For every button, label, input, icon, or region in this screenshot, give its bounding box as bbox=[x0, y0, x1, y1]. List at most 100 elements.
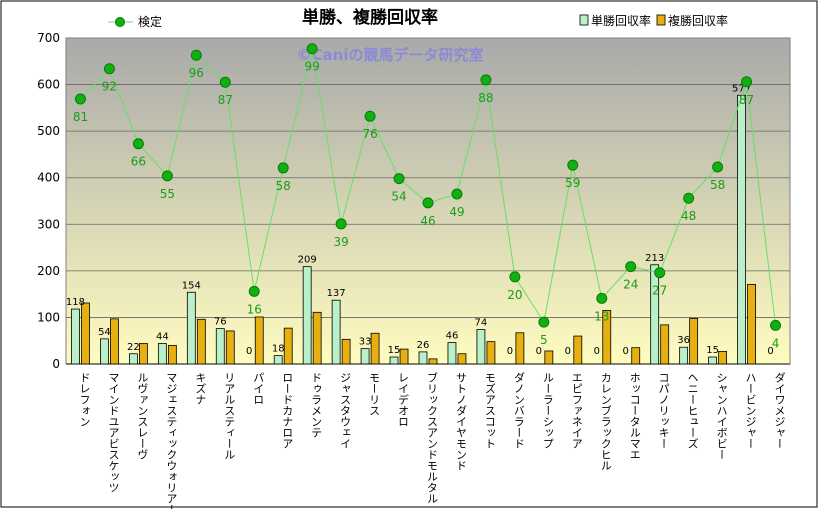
bar-win-label: 577 bbox=[732, 83, 751, 94]
line-point-label: 99 bbox=[305, 60, 320, 74]
line-point-label: 66 bbox=[131, 155, 146, 169]
bar-place bbox=[602, 310, 612, 365]
bar-win bbox=[100, 338, 109, 365]
bar-place bbox=[689, 317, 699, 365]
line-point-label: 87 bbox=[739, 93, 754, 107]
y-tick-label: 600 bbox=[37, 78, 60, 92]
line-point-label: 39 bbox=[333, 235, 348, 249]
bar-win bbox=[650, 264, 660, 365]
bar-win-label: 15 bbox=[388, 345, 401, 356]
x-tick-label: シャンハイボビー bbox=[715, 372, 728, 460]
line-point bbox=[190, 49, 202, 61]
line-point-label: 4 bbox=[772, 336, 780, 350]
bar-win bbox=[737, 94, 746, 365]
bar-win bbox=[331, 299, 341, 365]
x-tick-label: ダノンバラード bbox=[512, 372, 525, 449]
bar-win-label: 26 bbox=[417, 340, 430, 351]
line-point-label: 48 bbox=[681, 209, 696, 223]
line-point bbox=[509, 271, 521, 283]
chart-title: 単勝、複勝回収率 bbox=[302, 7, 438, 28]
x-tick-label: モーリス bbox=[368, 372, 381, 416]
watermark: ©Caniの競馬データ研究室 bbox=[297, 46, 484, 64]
bar-place bbox=[341, 338, 351, 365]
bar-win-label: 0 bbox=[536, 346, 542, 357]
bar-win-label: 118 bbox=[66, 297, 85, 308]
line-point bbox=[74, 93, 86, 105]
line-point-label: 24 bbox=[623, 278, 638, 292]
line-point bbox=[393, 173, 405, 185]
line-point bbox=[712, 161, 724, 173]
bar-win-label: 213 bbox=[645, 253, 664, 264]
x-tick-label: ルーラーシップ bbox=[541, 372, 554, 449]
bar-win bbox=[302, 266, 312, 365]
line-point-label: 76 bbox=[362, 127, 377, 141]
bar-place bbox=[312, 311, 322, 365]
line-point bbox=[335, 218, 347, 230]
line-point-label: 20 bbox=[507, 288, 522, 302]
bar-win bbox=[708, 356, 717, 365]
bar-place bbox=[254, 316, 264, 365]
x-tick-label: ドゥラメンテ bbox=[310, 372, 323, 438]
bar-win-label: 54 bbox=[98, 327, 111, 338]
bar-place bbox=[515, 332, 525, 365]
legend-label-place: 複勝回収率 bbox=[668, 13, 728, 28]
line-point bbox=[683, 192, 695, 204]
bar-win-label: 15 bbox=[706, 345, 719, 356]
bar-place bbox=[138, 343, 148, 365]
x-tick-label: ロードカナロア bbox=[281, 372, 294, 449]
bar-win bbox=[389, 356, 399, 365]
line-point bbox=[132, 138, 144, 150]
bar-win bbox=[476, 329, 486, 365]
line-point-label: 96 bbox=[189, 66, 204, 80]
line-point-label: 49 bbox=[449, 205, 464, 219]
line-point-label: 13 bbox=[594, 309, 609, 323]
bar-place bbox=[283, 327, 293, 365]
bar-place bbox=[631, 347, 641, 365]
line-point-label: 55 bbox=[160, 187, 175, 201]
bar-win-label: 18 bbox=[272, 344, 285, 355]
bar-place bbox=[457, 353, 467, 365]
line-point bbox=[248, 285, 260, 297]
x-tick-label: リアルスティール bbox=[223, 372, 236, 460]
bar-place bbox=[225, 330, 235, 365]
bar-win-label: 0 bbox=[767, 346, 773, 357]
bar-win bbox=[360, 348, 370, 365]
bar-place bbox=[370, 332, 380, 365]
line-point bbox=[277, 162, 289, 174]
bar-win-label: 76 bbox=[214, 317, 227, 328]
line-point bbox=[596, 292, 608, 304]
line-point bbox=[625, 261, 637, 273]
bar-win-label: 33 bbox=[359, 337, 372, 348]
bar-place bbox=[660, 324, 670, 365]
x-tick-label: ブリックスアンドモルタル bbox=[426, 371, 439, 504]
bar-win bbox=[157, 343, 167, 365]
line-point-label: 81 bbox=[73, 110, 88, 124]
bar-win bbox=[679, 346, 689, 365]
bar-win bbox=[273, 355, 283, 365]
line-point-label: 5 bbox=[540, 333, 548, 347]
line-point-label: 16 bbox=[247, 302, 262, 316]
line-point bbox=[741, 76, 753, 88]
line-point bbox=[306, 43, 318, 55]
x-tick-label: ドレフォン bbox=[78, 372, 91, 427]
y-tick-label: 100 bbox=[37, 310, 60, 324]
legend-label-win: 単勝回収率 bbox=[591, 13, 651, 28]
x-tick-label: レイデオロ bbox=[397, 372, 410, 427]
bar-win-label: 74 bbox=[475, 318, 488, 329]
x-tick-label: コパノリッキー bbox=[657, 372, 670, 449]
bar-win-label: 209 bbox=[298, 255, 317, 266]
line-point-label: 59 bbox=[565, 176, 580, 190]
bar-place bbox=[747, 283, 756, 365]
bar-win-label: 0 bbox=[594, 346, 600, 357]
line-point bbox=[538, 316, 550, 328]
bar-win-label: 22 bbox=[127, 342, 140, 353]
line-point-label: 58 bbox=[276, 179, 291, 193]
x-tick-label: ダイワメジャー bbox=[773, 372, 786, 449]
line-point-label: 54 bbox=[391, 190, 406, 204]
bar-place bbox=[573, 335, 583, 365]
line-point-label: 87 bbox=[218, 93, 233, 107]
x-tick-label: ジャスタウェイ bbox=[339, 372, 352, 449]
x-tick-label: サトノダイヤモンド bbox=[454, 372, 467, 471]
